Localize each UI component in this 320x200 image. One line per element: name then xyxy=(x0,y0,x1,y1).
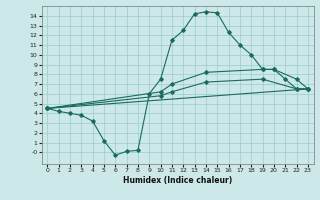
X-axis label: Humidex (Indice chaleur): Humidex (Indice chaleur) xyxy=(123,176,232,185)
